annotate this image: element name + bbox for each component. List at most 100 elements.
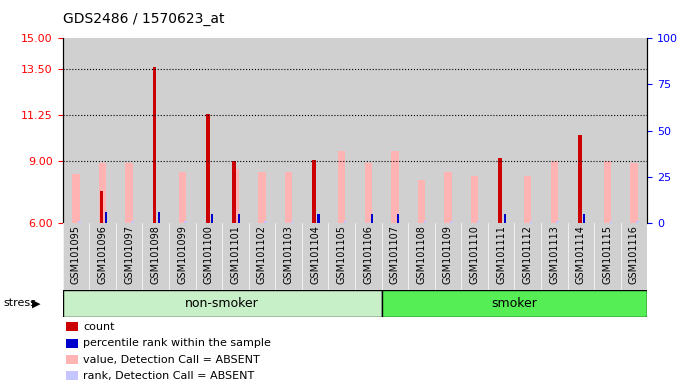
Bar [143,38,169,223]
Bar [72,174,79,223]
Bar [302,223,329,290]
Bar [444,172,452,223]
Bar [275,38,302,223]
Text: GSM101097: GSM101097 [124,225,134,284]
Text: GSM101108: GSM101108 [416,225,427,284]
Bar [158,212,160,223]
Bar [524,175,532,223]
Bar [100,191,103,223]
Bar [222,38,248,223]
Bar [258,172,266,223]
Bar [344,221,347,223]
Bar [371,214,373,223]
Bar [313,160,316,223]
Bar [317,214,319,223]
Bar [63,223,89,290]
Bar [556,221,559,223]
Text: GSM101101: GSM101101 [230,225,240,284]
Text: stress: stress [3,298,36,308]
Text: GSM101109: GSM101109 [443,225,453,284]
Bar [237,221,240,223]
Text: GSM101106: GSM101106 [363,225,373,284]
Text: non-smoker: non-smoker [185,297,259,310]
Bar [143,223,169,290]
Bar [329,223,355,290]
Bar [567,223,594,290]
Text: GSM101110: GSM101110 [470,225,480,284]
Bar [578,135,582,223]
Bar [541,223,567,290]
Bar [248,38,275,223]
Text: GSM101104: GSM101104 [310,225,320,284]
Bar [408,223,435,290]
Bar [89,223,116,290]
Bar [152,67,157,223]
Bar [302,38,329,223]
Bar [610,221,612,223]
Bar [450,221,453,223]
Text: GSM101098: GSM101098 [150,225,161,284]
Bar [355,38,381,223]
Bar [248,223,275,290]
Bar [104,221,107,223]
Text: GDS2486 / 1570623_at: GDS2486 / 1570623_at [63,12,224,25]
Text: GSM101105: GSM101105 [337,225,347,284]
Bar [365,163,372,223]
Bar [418,180,425,223]
Bar [488,38,514,223]
Bar [65,322,79,331]
Text: GSM101095: GSM101095 [71,225,81,284]
Bar [169,38,196,223]
Bar [583,214,585,223]
Bar [116,223,143,290]
Bar [621,38,647,223]
Text: GSM101116: GSM101116 [629,225,639,284]
Bar [408,38,435,223]
Bar [503,214,505,223]
Text: GSM101103: GSM101103 [283,225,294,284]
Bar [89,38,116,223]
Bar [65,355,79,364]
Bar [132,221,134,223]
Bar [99,163,106,223]
Text: percentile rank within the sample: percentile rank within the sample [83,338,271,348]
Bar [603,161,611,223]
Bar [461,223,488,290]
Bar [238,214,240,223]
Bar [184,221,187,223]
Bar [424,221,426,223]
Bar [65,339,79,348]
Text: GSM101107: GSM101107 [390,225,400,284]
Bar [435,38,461,223]
Text: GSM101096: GSM101096 [97,225,107,284]
Bar [636,221,639,223]
Bar [631,163,638,223]
Bar [196,38,222,223]
Bar [470,175,478,223]
Bar [206,114,209,223]
Bar [594,223,621,290]
Text: count: count [83,322,115,332]
Bar [285,172,292,223]
Text: GSM101100: GSM101100 [204,225,214,284]
Bar [264,221,267,223]
Text: rank, Detection Call = ABSENT: rank, Detection Call = ABSENT [83,371,254,381]
Bar [63,290,381,317]
Bar [211,214,213,223]
Bar [541,38,567,223]
Bar [397,221,400,223]
Bar [477,221,480,223]
Bar [381,38,408,223]
Bar [594,38,621,223]
Text: GSM101114: GSM101114 [576,225,586,284]
Bar [567,38,594,223]
Text: GSM101099: GSM101099 [177,225,187,284]
Bar [125,163,133,223]
Text: GSM101113: GSM101113 [549,225,560,284]
Bar [63,38,89,223]
Text: GSM101115: GSM101115 [603,225,612,284]
Text: GSM101102: GSM101102 [257,225,267,284]
Text: value, Detection Call = ABSENT: value, Detection Call = ABSENT [83,354,260,364]
Bar [370,221,373,223]
Bar [514,38,541,223]
